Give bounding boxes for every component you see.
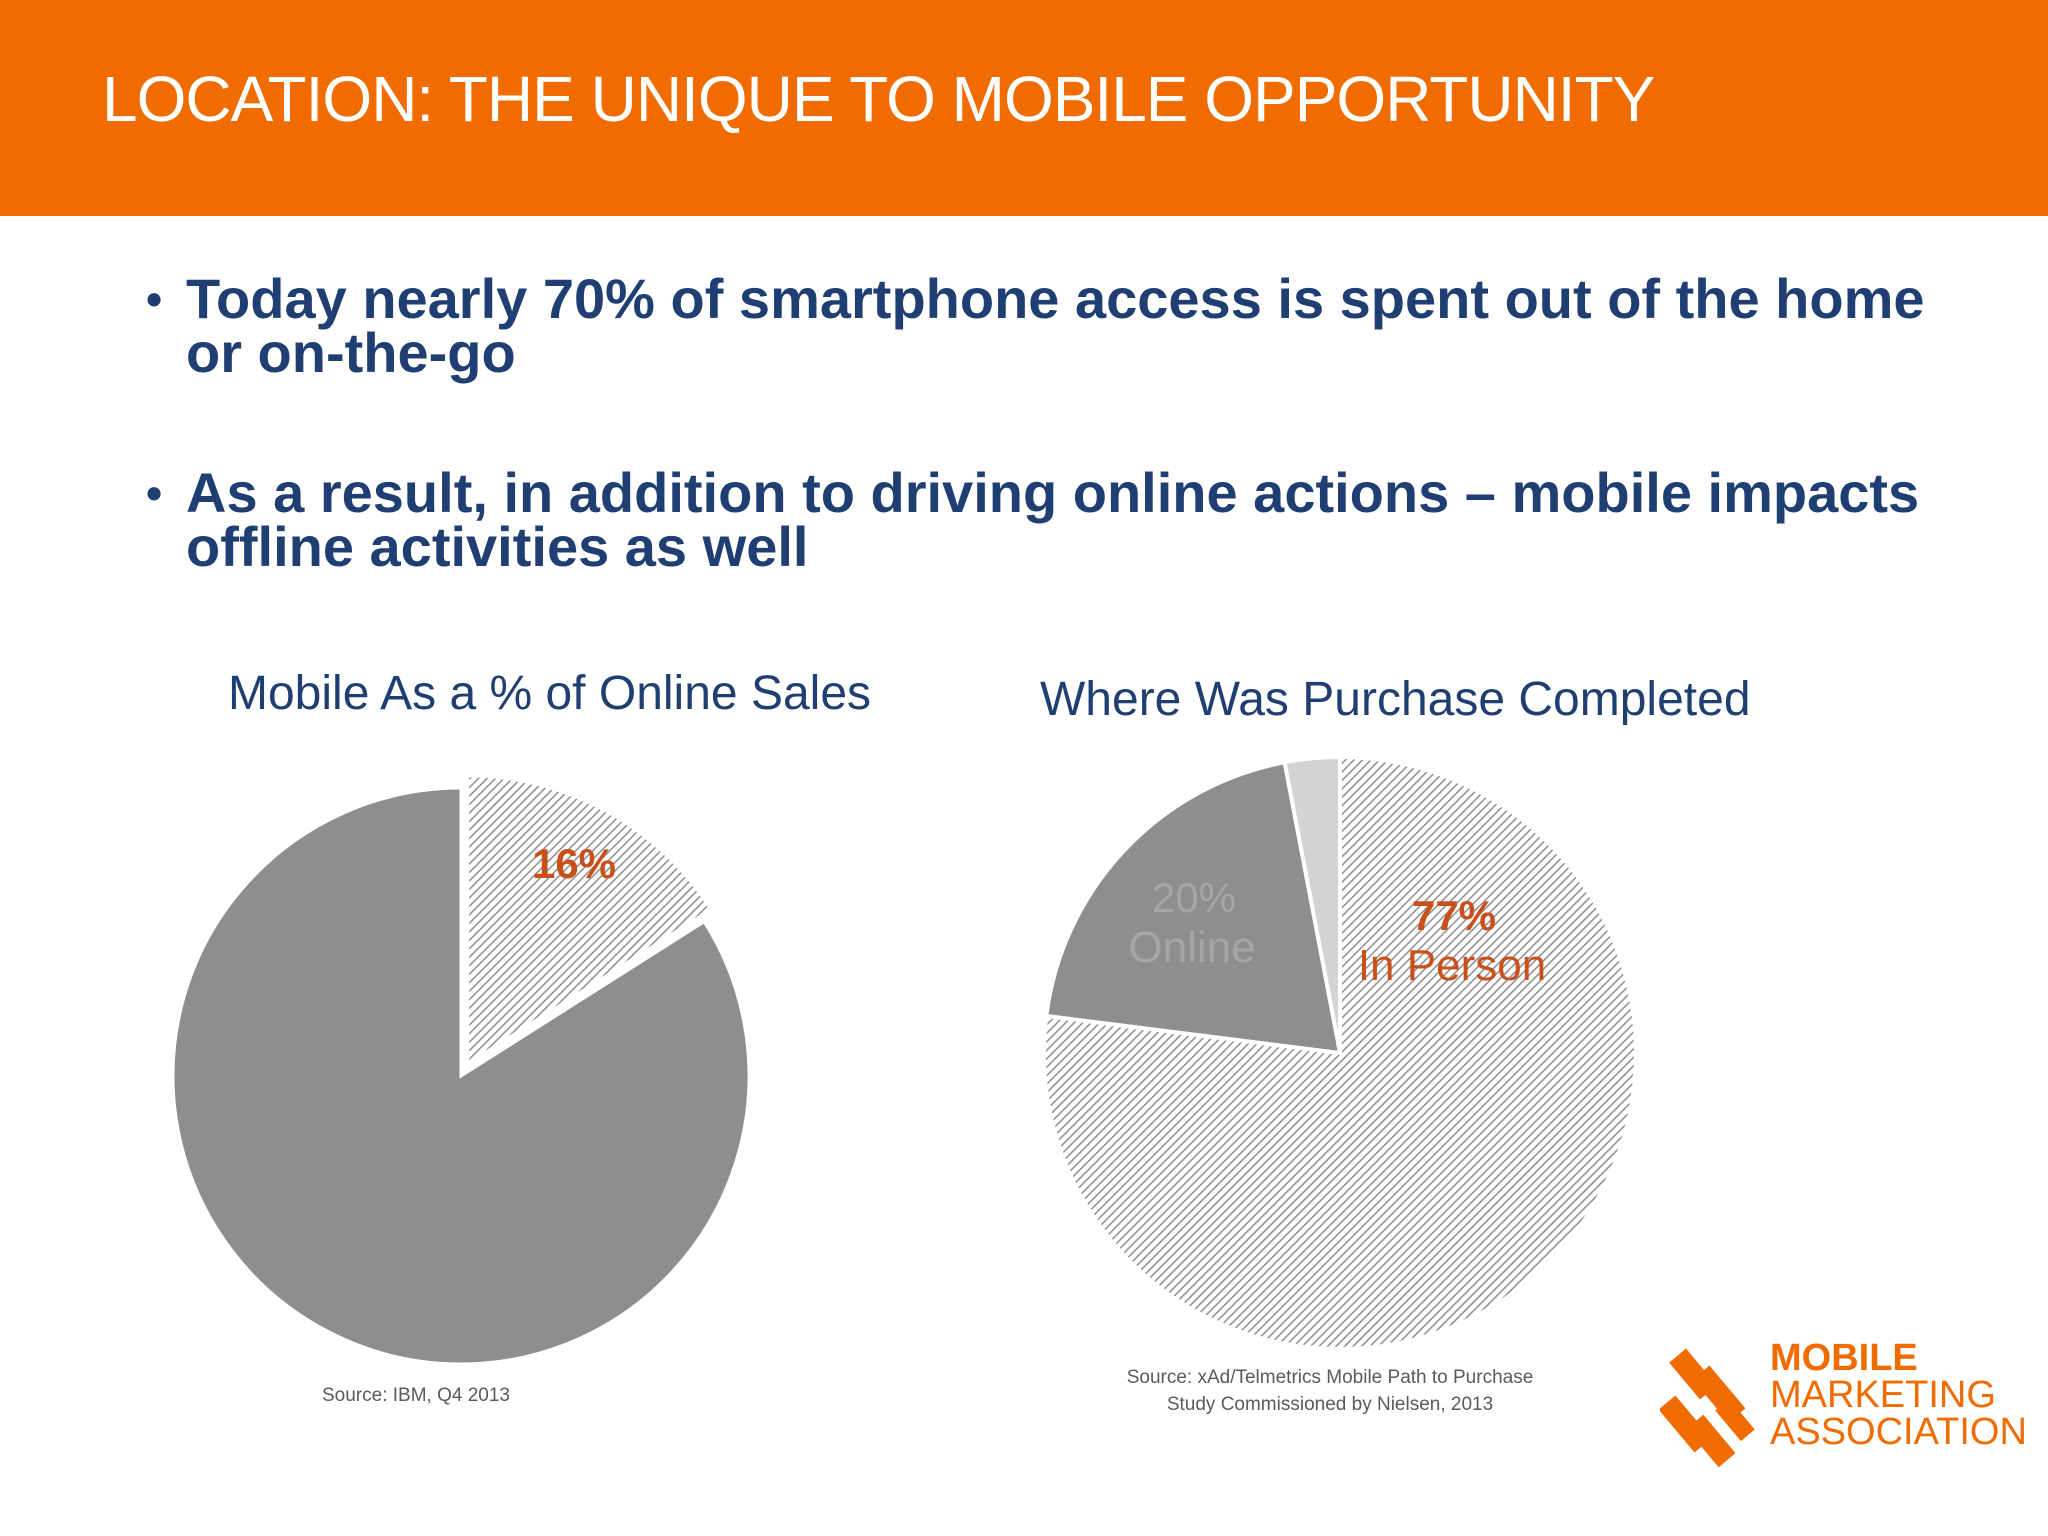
data-label: 16% [532, 840, 616, 887]
chart-source: Source: IBM, Q4 2013 [322, 1385, 510, 1406]
pie-slice-other [171, 786, 751, 1366]
chart-source-line: Source: xAd/Telmetrics Mobile Path to Pu… [1126, 1367, 1534, 1388]
bullet-text: Today nearly 70% of smartphone access is… [186, 267, 1925, 384]
mma-logo-icon [1660, 1348, 1755, 1468]
bullet-item: • As a result, in addition to driving on… [140, 465, 1940, 575]
bullet-list: • Today nearly 70% of smartphone access … [140, 271, 1940, 660]
pie-chart-mobile-sales: 16% [171, 774, 751, 1366]
bullet-item: • Today nearly 70% of smartphone access … [140, 271, 1940, 381]
data-label: Online [1128, 923, 1255, 972]
pie-slice-mobile [466, 774, 713, 1067]
bullet-marker: • [146, 467, 163, 519]
logo-line: MARKETING [1770, 1374, 1996, 1416]
chart-source: Source: xAd/Telmetrics Mobile Path to Pu… [1070, 1364, 1590, 1418]
bullet-marker: • [146, 273, 163, 325]
chart-title: Mobile As a % of Online Sales [228, 667, 872, 720]
chart-source-line: Study Commissioned by Nielsen, 2013 [1166, 1394, 1494, 1415]
mma-logo: MOBILE MARKETING ASSOCIATION [1660, 1339, 2027, 1480]
logo-line: ASSOCIATION [1770, 1411, 2027, 1453]
logo-text: MOBILE MARKETING ASSOCIATION [1770, 1337, 2027, 1453]
bullet-text: As a result, in addition to driving onli… [186, 461, 1920, 578]
pie-chart-purchase-location: 77%In Person 20%Online [1042, 754, 1638, 1351]
data-label: 77% [1412, 892, 1496, 939]
pie-slice-online [1044, 759, 1343, 1056]
chart-title: Where Was Purchase Completed [1040, 673, 1751, 726]
data-label: 20% [1152, 874, 1236, 921]
slide-title: LOCATION: THE UNIQUE TO MOBILE OPPORTUNI… [102, 63, 1655, 135]
slide-header: LOCATION: THE UNIQUE TO MOBILE OPPORTUNI… [0, 0, 2048, 216]
logo-line: MOBILE [1770, 1337, 1918, 1379]
data-label: In Person [1358, 941, 1546, 990]
